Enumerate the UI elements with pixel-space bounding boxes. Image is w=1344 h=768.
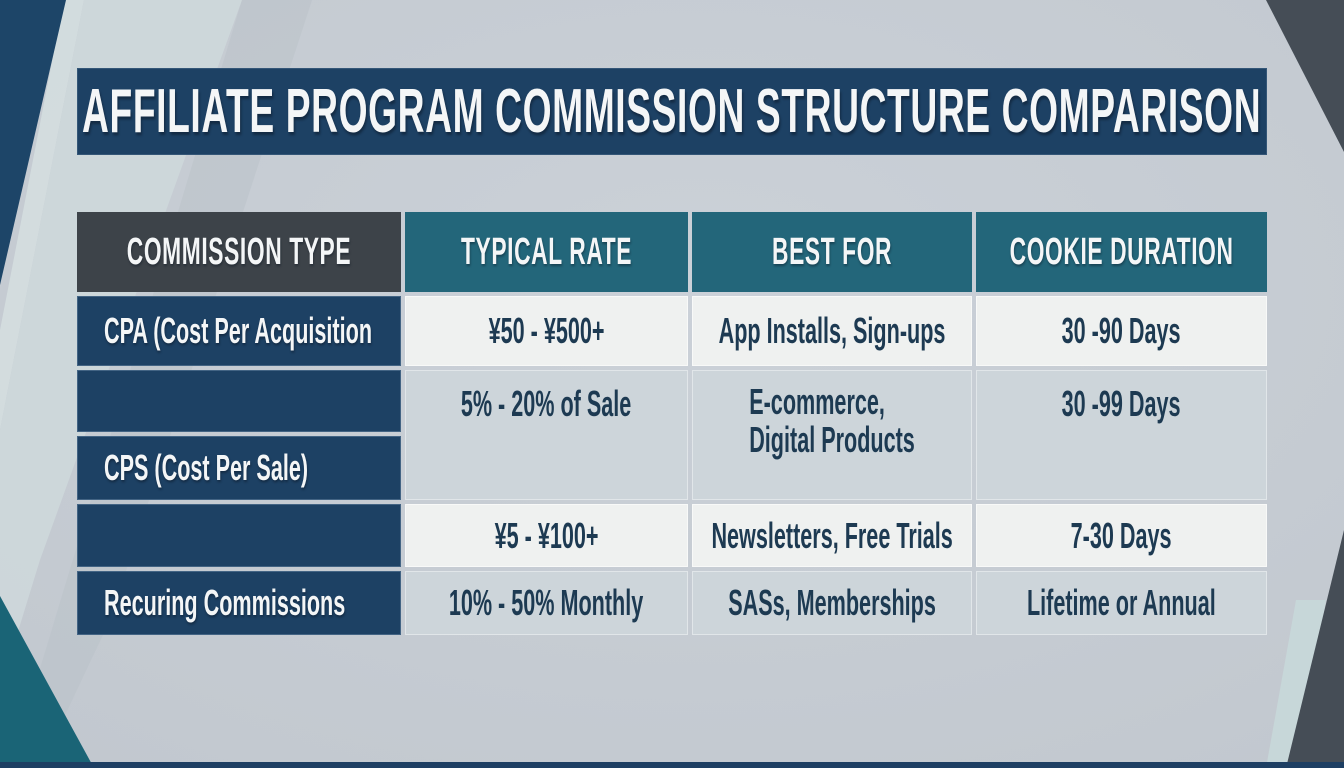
r3-typical-rate-text: ¥5 - ¥100+ <box>494 514 599 556</box>
cell-cps-label: CPS (Cost Per Sale) <box>77 436 401 500</box>
cell-col1-spacer-2 <box>77 504 401 567</box>
r4-typical-rate-text: 10% - 50% Monthly <box>449 582 644 623</box>
cell-r2-best-for: E-commerce, Digital Products <box>692 370 972 500</box>
header-commission-type-label: COMMISSION TYPE <box>126 230 352 273</box>
r2-best-for-text: E-commerce, Digital Products <box>749 381 915 460</box>
header-cookie-duration-label: COOKIE DURATION <box>1009 230 1234 273</box>
r2-cookie-duration-text: 30 -99 Days <box>1062 383 1181 424</box>
r4-cookie-duration-text: Lifetime or Annual <box>1027 582 1216 623</box>
cell-r4-best-for: SASs, Memberships <box>692 571 972 635</box>
cell-r2-typical-rate: 5% - 20% of Sale <box>405 370 688 500</box>
r1-best-for-text: App Installs, Sign-ups <box>718 310 946 351</box>
cell-col1-spacer-1 <box>77 370 401 432</box>
header-typical-rate-label: TYPICAL RATE <box>460 230 633 273</box>
recurring-label-text: Recuring Commissions <box>104 582 346 623</box>
light-streak-bottom-right <box>1266 600 1326 768</box>
cell-r2-cookie-duration: 30 -99 Days <box>976 370 1267 500</box>
header-typical-rate: TYPICAL RATE <box>405 212 688 292</box>
bottom-edge-strip <box>0 762 1344 768</box>
cell-r1-best-for: App Installs, Sign-ups <box>692 296 972 366</box>
header-cookie-duration: COOKIE DURATION <box>976 212 1267 292</box>
navy-corner-top-left <box>0 0 66 285</box>
header-best-for-label: BEST FOR <box>771 230 893 273</box>
cell-r3-typical-rate: ¥5 - ¥100+ <box>405 504 688 567</box>
cpa-label-text: CPA (Cost Per Acquisition <box>104 310 373 351</box>
cell-r4-cookie-duration: Lifetime or Annual <box>976 571 1267 635</box>
cell-r3-cookie-duration: 7-30 Days <box>976 504 1267 567</box>
cps-label-text: CPS (Cost Per Sale) <box>104 447 309 488</box>
page-title: AFFILIATE PROGRAM COMMISSION STRUCTURE C… <box>82 77 1262 146</box>
cell-r1-cookie-duration: 30 -90 Days <box>976 296 1267 366</box>
r3-cookie-duration-text: 7-30 Days <box>1071 514 1172 556</box>
title-bar: AFFILIATE PROGRAM COMMISSION STRUCTURE C… <box>77 68 1267 155</box>
light-diagonal-band <box>0 0 242 690</box>
r3-best-for-text: Newsletters, Free Trials <box>711 514 953 556</box>
cell-cpa-label: CPA (Cost Per Acquisition <box>77 296 401 366</box>
cell-r3-best-for: Newsletters, Free Trials <box>692 504 972 567</box>
r4-best-for-text: SASs, Memberships <box>728 582 936 623</box>
cell-recurring-label: Recuring Commissions <box>77 571 401 635</box>
header-best-for: BEST FOR <box>692 212 972 292</box>
header-commission-type: COMMISSION TYPE <box>77 212 401 292</box>
slate-corner-top-right <box>1266 0 1344 152</box>
r1-cookie-duration-text: 30 -90 Days <box>1062 310 1181 351</box>
r1-typical-rate-text: ¥50 - ¥500+ <box>488 310 605 351</box>
r2-typical-rate-text: 5% - 20% of Sale <box>461 383 632 424</box>
cell-r1-typical-rate: ¥50 - ¥500+ <box>405 296 688 366</box>
cell-r4-typical-rate: 10% - 50% Monthly <box>405 571 688 635</box>
comparison-table: COMMISSION TYPE TYPICAL RATE BEST FOR CO… <box>77 212 1267 635</box>
slate-corner-bottom-right <box>1286 530 1344 768</box>
teal-corner-bottom-left <box>0 596 94 768</box>
